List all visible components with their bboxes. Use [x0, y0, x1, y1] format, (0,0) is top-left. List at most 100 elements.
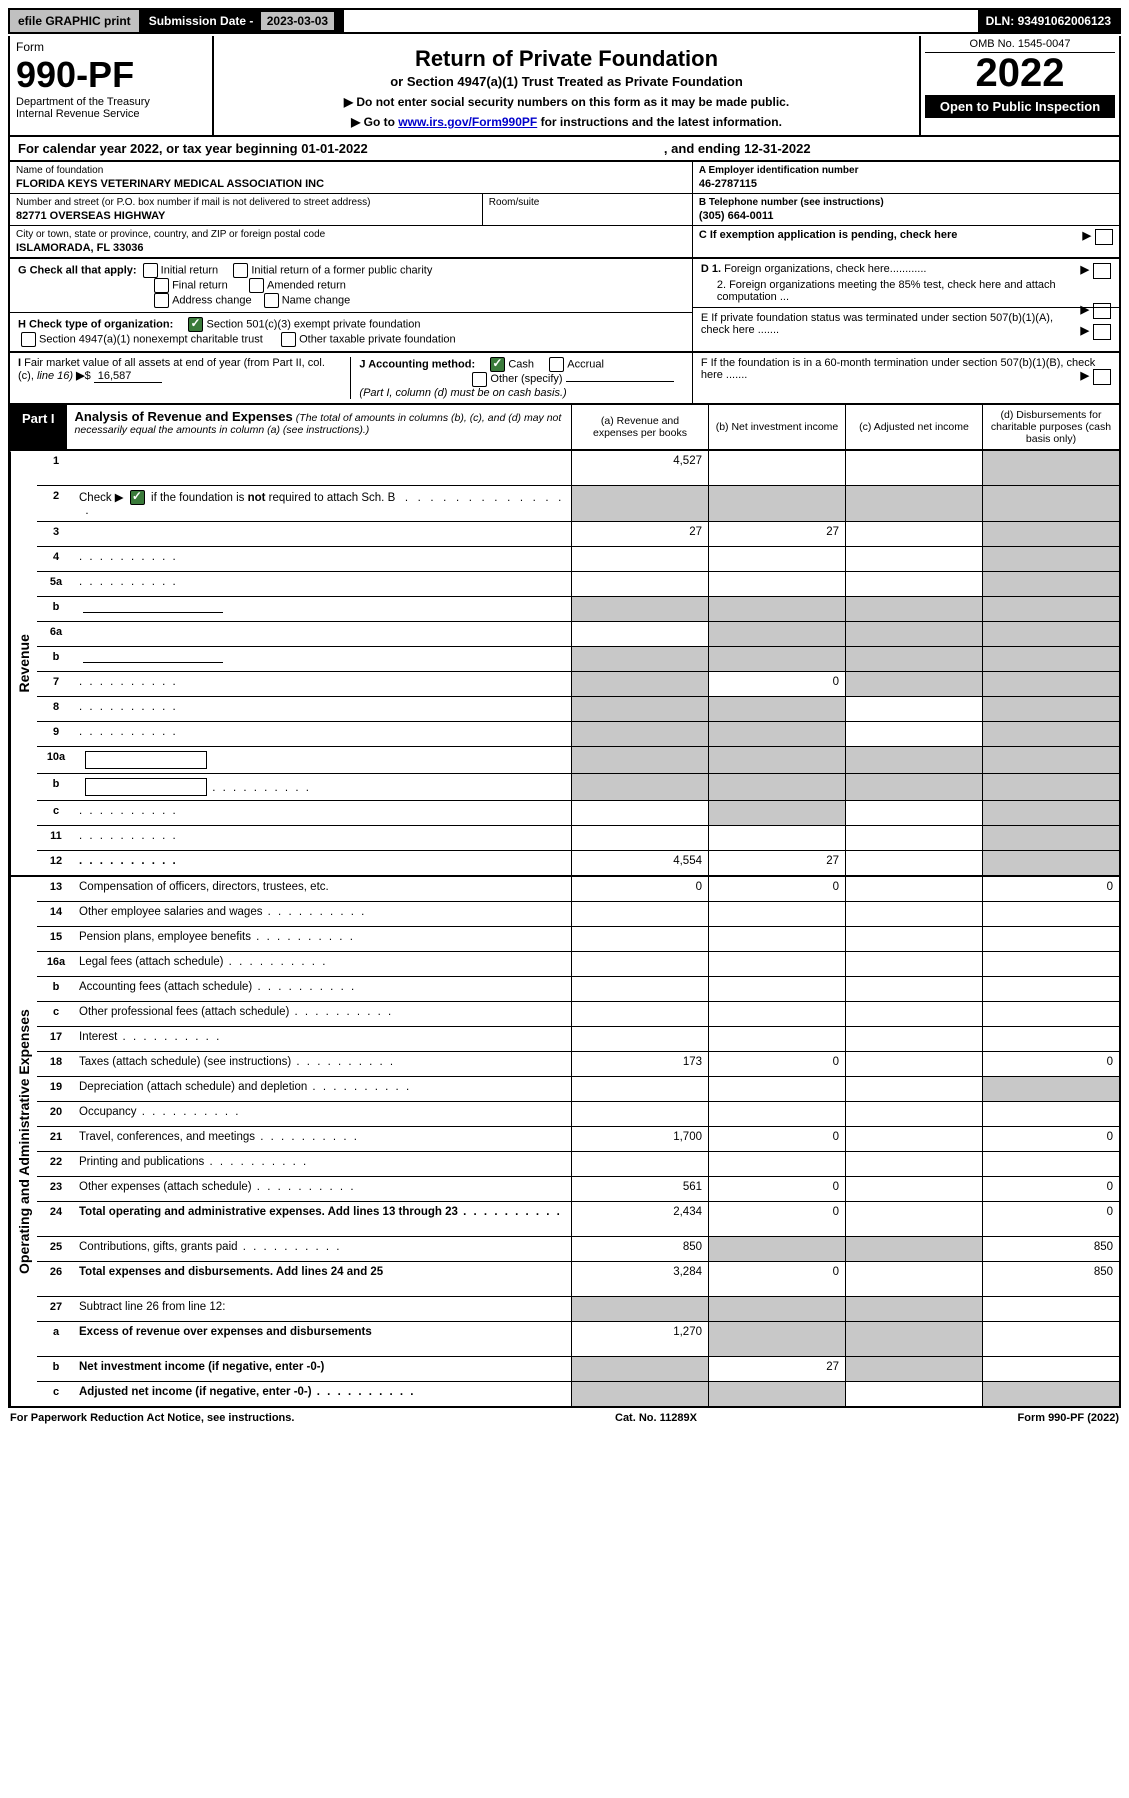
line-number: 6a — [37, 622, 75, 646]
amount-col-a — [571, 826, 708, 850]
table-row: 9 — [37, 722, 1119, 747]
h-opt3: Other taxable private foundation — [299, 333, 456, 345]
g-initial-return-cb[interactable] — [143, 263, 158, 278]
g-row: G Check all that apply: Initial return I… — [10, 259, 692, 313]
room-cell: Room/suite — [483, 194, 692, 225]
col-b-head: (b) Net investment income — [709, 405, 846, 449]
ijf-section: I Fair market value of all assets at end… — [8, 353, 1121, 405]
j-cash-cb[interactable] — [490, 357, 505, 372]
table-row: cAdjusted net income (if negative, enter… — [37, 1382, 1119, 1406]
g-name-cb[interactable] — [264, 293, 279, 308]
d2-checkbox[interactable] — [1093, 303, 1111, 319]
line-description: Other expenses (attach schedule) — [75, 1177, 571, 1201]
amount-col-d: 0 — [982, 1202, 1119, 1236]
dln-val: 93491062006123 — [1018, 14, 1111, 28]
amount-col-d — [982, 1002, 1119, 1026]
amount-col-c — [845, 697, 982, 721]
amount-col-d: 0 — [982, 1127, 1119, 1151]
form-number: 990-PF — [16, 54, 206, 96]
revenue-rows: 14,5272Check ▶ if the foundation is not … — [37, 451, 1119, 875]
j-accrual-cb[interactable] — [549, 357, 564, 372]
table-row: c — [37, 801, 1119, 826]
amount-col-d — [982, 486, 1119, 521]
amount-col-a — [571, 672, 708, 696]
amount-col-a — [571, 747, 708, 773]
h-opt1: Section 501(c)(3) exempt private foundat… — [206, 318, 420, 330]
tax-year: 2022 — [925, 53, 1115, 93]
amount-col-c — [845, 1297, 982, 1321]
d1-checkbox[interactable] — [1093, 263, 1111, 279]
col-a-head: (a) Revenue and expenses per books — [572, 405, 709, 449]
amount-col-a: 173 — [571, 1052, 708, 1076]
line-description: Occupancy — [75, 1102, 571, 1126]
efile-label[interactable]: efile GRAPHIC print — [10, 10, 141, 32]
c-checkbox[interactable] — [1095, 229, 1113, 245]
open-to-public: Open to Public Inspection — [925, 95, 1115, 118]
col-d-head: (d) Disbursements for charitable purpose… — [983, 405, 1119, 449]
amount-col-c — [845, 1262, 982, 1296]
h-4947-cb[interactable] — [21, 332, 36, 347]
table-row: 24Total operating and administrative exp… — [37, 1202, 1119, 1237]
check-left: G Check all that apply: Initial return I… — [10, 259, 693, 351]
table-row: b — [37, 774, 1119, 801]
line-description: Pension plans, employee benefits — [75, 927, 571, 951]
table-row: bAccounting fees (attach schedule) — [37, 977, 1119, 1002]
amount-col-b: 27 — [708, 522, 845, 546]
line-description — [75, 572, 571, 596]
table-row: 124,55427 — [37, 851, 1119, 875]
topbar-spacer — [344, 10, 977, 32]
amount-col-a — [571, 1077, 708, 1101]
line-description: Check ▶ if the foundation is not require… — [75, 486, 571, 521]
amount-col-b — [708, 927, 845, 951]
h-other-cb[interactable] — [281, 332, 296, 347]
line-number: 5a — [37, 572, 75, 596]
expense-rows: 13Compensation of officers, directors, t… — [37, 877, 1119, 1406]
line-description: Net investment income (if negative, ente… — [75, 1357, 571, 1381]
col-c-head: (c) Adjusted net income — [846, 405, 983, 449]
line-description: Legal fees (attach schedule) — [75, 952, 571, 976]
table-row: b — [37, 647, 1119, 672]
room-label: Room/suite — [489, 197, 686, 208]
line-description — [75, 451, 571, 485]
line-number: 11 — [37, 826, 75, 850]
phone-cell: B Telephone number (see instructions) (3… — [693, 194, 1119, 226]
form990pf-link[interactable]: www.irs.gov/Form990PF — [398, 115, 537, 129]
i-value: 16,587 — [94, 370, 162, 383]
g-final-cb[interactable] — [154, 278, 169, 293]
j-other-cb[interactable] — [472, 372, 487, 387]
amount-col-d — [982, 1077, 1119, 1101]
line-number: 26 — [37, 1262, 75, 1296]
line-description: Depreciation (attach schedule) and deple… — [75, 1077, 571, 1101]
g-amended-cb[interactable] — [249, 278, 264, 293]
e-row: E If private foundation status was termi… — [693, 308, 1119, 340]
form-title: Return of Private Foundation — [224, 46, 909, 72]
e-checkbox[interactable] — [1093, 324, 1111, 340]
g-initial-former-cb[interactable] — [233, 263, 248, 278]
revenue-table: Revenue 14,5272Check ▶ if the foundation… — [8, 451, 1121, 877]
g-opt-2: Final return — [172, 279, 228, 291]
amount-col-a — [571, 697, 708, 721]
table-row: 26Total expenses and disbursements. Add … — [37, 1262, 1119, 1297]
amount-col-b: 27 — [708, 851, 845, 875]
table-row: 6a — [37, 622, 1119, 647]
footer-cat-no: Cat. No. 11289X — [615, 1412, 697, 1424]
h-501c3-cb[interactable] — [188, 317, 203, 332]
f-checkbox[interactable] — [1093, 369, 1111, 385]
amount-col-d — [982, 722, 1119, 746]
line-description — [75, 826, 571, 850]
table-row: 19Depreciation (attach schedule) and dep… — [37, 1077, 1119, 1102]
g-address-cb[interactable] — [154, 293, 169, 308]
amount-col-a: 4,554 — [571, 851, 708, 875]
amount-col-d: 850 — [982, 1262, 1119, 1296]
amount-col-b: 0 — [708, 1202, 845, 1236]
g-opt-1: Initial return of a former public charit… — [251, 264, 432, 276]
table-row: b — [37, 597, 1119, 622]
table-row: 11 — [37, 826, 1119, 851]
amount-col-b — [708, 722, 845, 746]
amount-col-a — [571, 927, 708, 951]
line-number: 3 — [37, 522, 75, 546]
amount-col-c — [845, 1152, 982, 1176]
line-description — [75, 597, 571, 621]
line-number: 14 — [37, 902, 75, 926]
amount-col-c — [845, 451, 982, 485]
